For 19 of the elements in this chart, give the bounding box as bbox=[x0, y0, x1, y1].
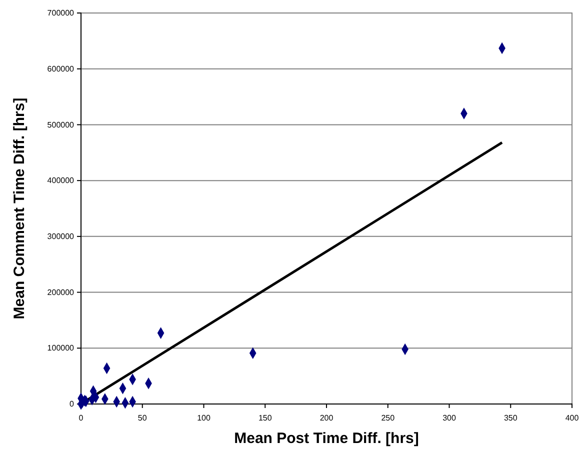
x-axis-title: Mean Post Time Diff. [hrs] bbox=[234, 430, 419, 447]
x-tick-label: 350 bbox=[504, 414, 518, 423]
x-tick-label: 0 bbox=[78, 414, 84, 423]
y-tick-label: 300000 bbox=[47, 232, 75, 241]
x-tick-label: 50 bbox=[138, 414, 148, 423]
x-tick-label: 200 bbox=[320, 414, 334, 423]
x-tick-label: 100 bbox=[197, 414, 211, 423]
y-tick-label: 200000 bbox=[47, 288, 75, 297]
y-tick-label: 100000 bbox=[47, 344, 75, 353]
x-tick-label: 400 bbox=[565, 414, 580, 423]
x-tick-label: 300 bbox=[442, 414, 456, 423]
x-tick-label: 150 bbox=[258, 414, 272, 423]
y-tick-label: 0 bbox=[70, 400, 75, 409]
y-axis-title: Mean Comment Time Diff. [hrs] bbox=[11, 98, 28, 320]
x-tick-label: 250 bbox=[381, 414, 396, 423]
y-tick-label: 700000 bbox=[47, 8, 75, 18]
y-tick-label: 400000 bbox=[47, 176, 75, 186]
y-tick-label: 600000 bbox=[47, 64, 75, 74]
y-tick-label: 500000 bbox=[47, 120, 75, 130]
